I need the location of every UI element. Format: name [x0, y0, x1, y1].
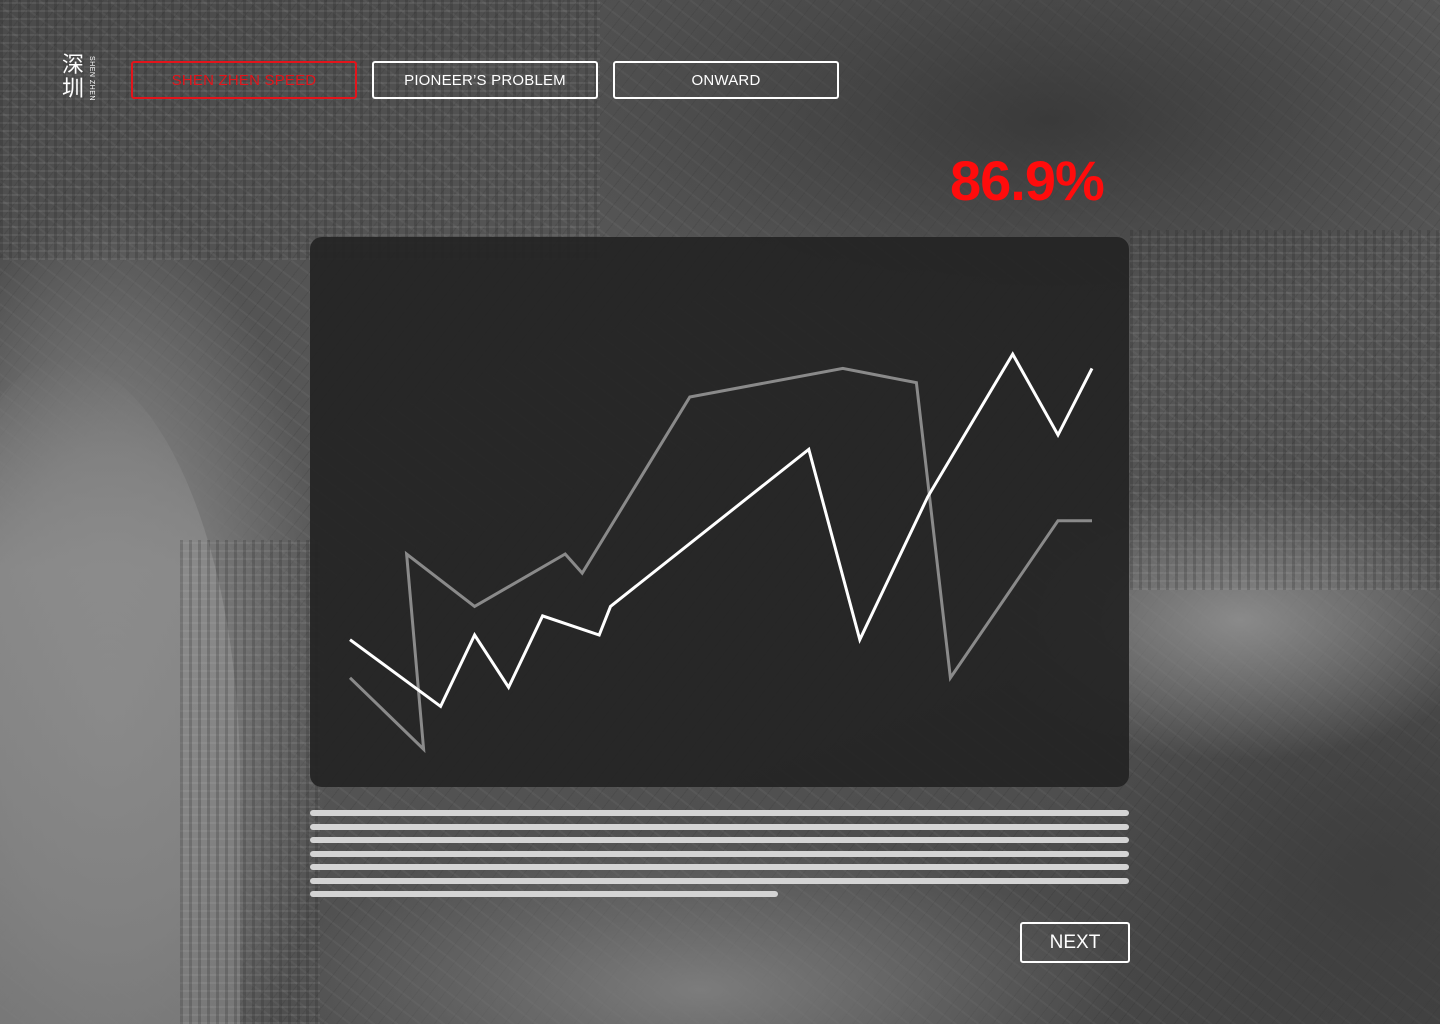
next-button[interactable]: NEXT — [1020, 922, 1130, 963]
logo-char-2: 圳 — [62, 77, 85, 102]
tab-pioneers-problem[interactable]: PIONEER’S PROBLEM — [372, 61, 598, 99]
shenzhen-logo[interactable]: 深 圳 SHEN ZHEN — [62, 54, 102, 110]
body-text-placeholder — [310, 810, 1129, 905]
stat-percentage: 86.9% — [950, 149, 1105, 212]
urban-texture — [0, 0, 600, 260]
text-line — [310, 823, 1129, 830]
logo-chinese: 深 圳 — [62, 54, 86, 102]
tab-shenzhen-speed[interactable]: SHEN ZHEN SPEED — [131, 61, 357, 99]
logo-char-1: 深 — [62, 53, 85, 78]
urban-texture-south — [180, 540, 320, 1024]
text-line — [310, 864, 1129, 870]
tab-onward[interactable]: ONWARD — [613, 61, 839, 99]
text-line — [310, 810, 1129, 816]
chart-panel — [310, 237, 1129, 787]
text-line — [310, 877, 1129, 884]
logo-english: SHEN ZHEN — [88, 56, 95, 101]
series-line-secondary — [348, 366, 1092, 754]
urban-texture-east — [1130, 230, 1440, 590]
text-line — [310, 837, 1129, 843]
text-line — [310, 850, 1129, 857]
line-chart — [348, 351, 1094, 754]
series-line-primary — [349, 351, 1094, 709]
text-line — [310, 891, 778, 897]
